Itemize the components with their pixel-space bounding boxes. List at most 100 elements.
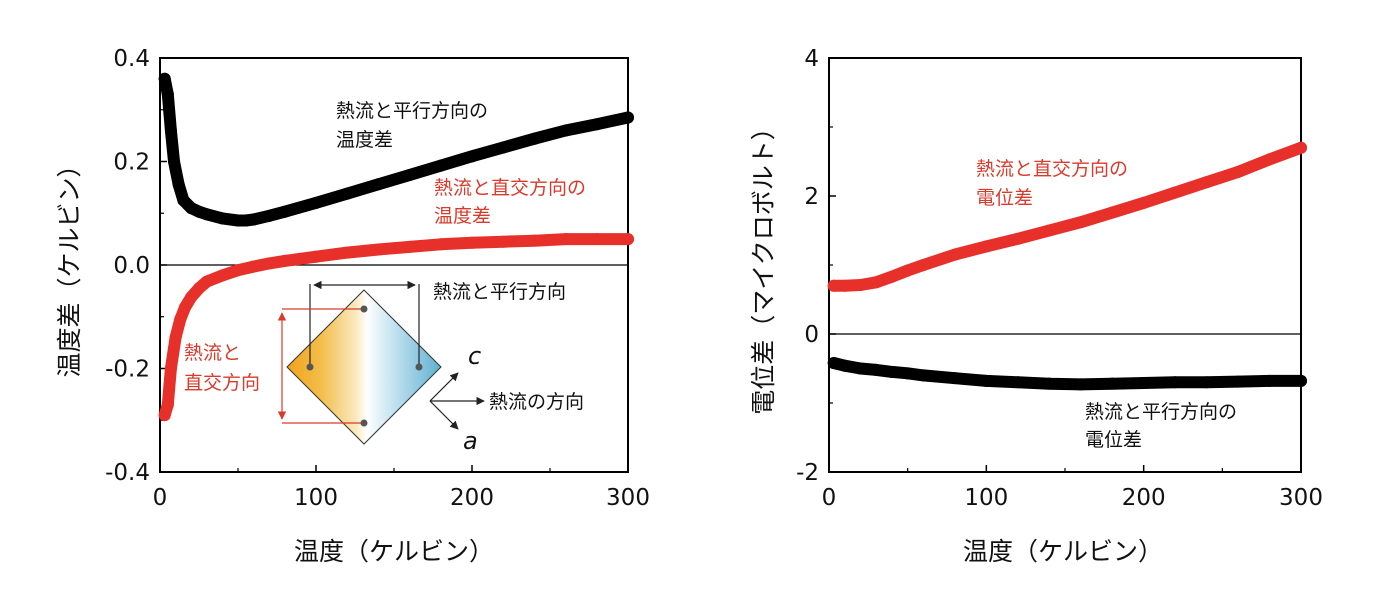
right-data-point-black (1043, 377, 1056, 390)
right-data-point-black (1074, 378, 1087, 391)
left-series-group (158, 72, 634, 422)
right-data-point-black (827, 356, 840, 369)
left-data-point-red (278, 254, 291, 267)
left-data-point-red (434, 238, 447, 251)
left-data-point-red (622, 233, 634, 246)
right-data-point-black (980, 374, 993, 387)
left-data-point-black (216, 212, 229, 225)
left-data-point-red (161, 398, 174, 411)
left-data-point-red (158, 409, 171, 422)
left-black-annotation-line2: 温度差 (336, 129, 393, 151)
left-x-axis-label: 温度（ケルビン） (294, 537, 494, 566)
right-x-tick-label: 200 (1122, 485, 1166, 511)
contact-left (306, 363, 314, 371)
right-data-point-red (901, 264, 914, 277)
inset-parallel-label: 熱流と平行方向 (433, 281, 566, 303)
right-data-point-red (917, 259, 930, 271)
left-red-annotation-line2: 温度差 (434, 205, 491, 227)
left-data-point-red (497, 235, 510, 248)
left-data-point-red (169, 331, 182, 344)
right-data-point-black (948, 372, 961, 385)
contact-right (415, 363, 423, 371)
left-data-point-red (403, 240, 416, 253)
right-series-group (827, 141, 1307, 391)
right-x-tick-label: 300 (1279, 485, 1323, 511)
right-y-axis-label: 電位差（マイクロボルト） (749, 115, 778, 415)
right-data-point-black (1200, 376, 1213, 389)
left-x-tick-label: 100 (294, 485, 338, 511)
left-red-annotation-line1: 熱流と直交方向の (434, 177, 586, 199)
left-data-point-black (161, 88, 174, 101)
right-data-point-black (1137, 376, 1150, 389)
right-data-point-red (827, 279, 840, 292)
left-data-point-red (174, 313, 187, 326)
left-data-point-red (372, 243, 385, 256)
left-data-point-black (466, 150, 478, 163)
right-data-point-black (854, 362, 867, 375)
left-data-point-black (164, 124, 177, 137)
left-data-point-red (178, 301, 191, 314)
left-data-point-red (466, 236, 478, 249)
left-y-tick-label: 0.4 (113, 46, 150, 72)
left-data-point-red (341, 246, 354, 259)
left-data-point-black (622, 111, 634, 124)
crystal-diamond (286, 289, 442, 445)
left-data-point-red (200, 275, 213, 288)
right-y-tick-label: 0 (804, 322, 819, 348)
left-data-point-black (278, 205, 291, 218)
left-data-point-black (172, 178, 185, 191)
heat-flow-label: 熱流の方向 (489, 391, 584, 413)
right-data-point-black (1232, 375, 1245, 388)
left-data-point-red (263, 257, 276, 270)
left-data-point-black (247, 213, 260, 226)
right-data-point-red (1200, 176, 1213, 189)
right-data-point-black (917, 369, 930, 382)
contact-bottom (360, 419, 368, 427)
right-data-point-red (1169, 186, 1182, 199)
left-x-tick-label: 0 (153, 485, 168, 511)
left-data-point-red (185, 291, 198, 304)
left-chart: 0 100 200 300 -0.4 -0.2 0.0 0.2 0.4 温度（ケルビン） 温度差… (55, 46, 650, 566)
left-data-point-black (372, 178, 385, 191)
right-data-point-black (870, 363, 883, 376)
right-y-tick-label: 2 (804, 184, 819, 210)
left-data-point-black (263, 209, 276, 222)
left-data-point-black (168, 155, 181, 168)
right-x-tick-label: 100 (964, 485, 1008, 511)
right-black-annotation-line1: 熱流と平行方向の (1085, 401, 1237, 423)
right-y-tick-label: -2 (796, 460, 819, 486)
left-data-point-black (497, 141, 510, 154)
left-data-point-red (216, 269, 229, 282)
left-data-point-red (164, 362, 177, 375)
right-red-annotation-line2: 電位差 (976, 187, 1033, 209)
left-data-point-red (559, 233, 572, 246)
right-data-point-red (885, 270, 898, 283)
left-data-point-red (193, 282, 205, 295)
left-black-annotation-line1: 熱流と平行方向の (336, 100, 488, 122)
left-data-point-black (200, 208, 213, 221)
left-y-tick-label: -0.2 (105, 357, 150, 383)
right-data-point-red (1043, 224, 1056, 237)
right-data-point-black (1169, 376, 1182, 389)
right-red-annotation-line1: 熱流と直交方向の (976, 158, 1128, 180)
right-data-point-red (1011, 232, 1024, 245)
right-data-point-black (1295, 374, 1307, 387)
left-data-point-black (341, 187, 354, 200)
right-x-tick-label: 0 (822, 485, 837, 511)
right-data-point-black (1263, 374, 1276, 387)
right-data-point-red (854, 279, 867, 292)
left-data-point-black (310, 196, 322, 209)
left-data-point-black (590, 118, 603, 131)
left-data-point-red (232, 264, 244, 277)
right-data-point-red (838, 279, 851, 292)
right-data-point-red (948, 248, 961, 261)
right-data-point-black (838, 359, 851, 372)
left-x-tick-label: 200 (450, 485, 494, 511)
left-data-point-red (590, 233, 603, 246)
left-data-point-black (177, 194, 190, 207)
right-data-point-red (870, 276, 883, 289)
left-data-point-black (158, 72, 171, 85)
